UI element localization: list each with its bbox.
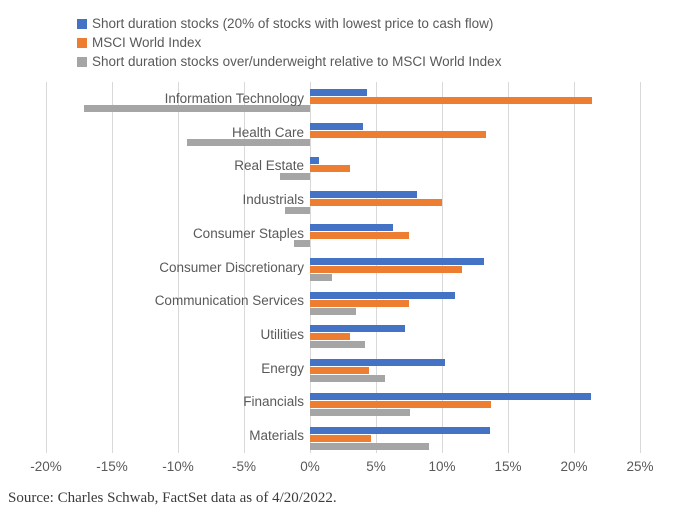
- bar-energy-series-0: [310, 359, 445, 367]
- x-axis-tick-label: 10%: [428, 459, 456, 474]
- legend-swatch-icon: [77, 18, 87, 29]
- bar-consumer-discretionary-series-2: [310, 274, 333, 281]
- category-label-industrials: Industrials: [242, 192, 304, 208]
- gridline-15pct: [508, 82, 509, 453]
- bar-industrials-series-1: [310, 198, 442, 206]
- legend-label-2: Short duration stocks over/underweight r…: [92, 54, 502, 69]
- x-axis-tick-label: -10%: [162, 459, 194, 474]
- bar-consumer-staples-series-2: [294, 240, 310, 248]
- source-text: Source: Charles Schwab, FactSet data as …: [8, 490, 337, 506]
- x-axis-tick-label: -5%: [231, 459, 257, 474]
- gridline--15pct: [112, 82, 113, 453]
- bar-energy-series-2: [310, 375, 386, 383]
- bar-health-care-series-1: [310, 131, 486, 139]
- x-axis-tick-label: 20%: [560, 459, 588, 474]
- bar-information-technology-series-0: [310, 89, 367, 97]
- bar-materials-series-0: [310, 426, 490, 434]
- legend-item-0: Short duration stocks (20% of stocks wit…: [77, 14, 501, 33]
- bar-information-technology-series-1: [310, 97, 593, 105]
- category-label-information-technology: Information Technology: [164, 90, 304, 106]
- legend: Short duration stocks (20% of stocks wit…: [77, 14, 501, 71]
- bar-energy-series-1: [310, 367, 370, 375]
- x-axis-tick-label: -15%: [96, 459, 128, 474]
- gridline-20pct: [574, 82, 575, 453]
- bar-communication-services-series-2: [310, 307, 357, 315]
- category-label-materials: Materials: [249, 428, 304, 444]
- bar-real-estate-series-0: [310, 156, 320, 164]
- legend-item-2: Short duration stocks over/underweight r…: [77, 52, 501, 71]
- bar-real-estate-series-2: [279, 172, 310, 180]
- bar-information-technology-series-2: [84, 105, 310, 113]
- bar-consumer-staples-series-0: [310, 224, 394, 232]
- category-label-financials: Financials: [243, 394, 304, 410]
- bar-utilities-series-2: [310, 341, 366, 349]
- x-axis-tick-label: 15%: [494, 459, 522, 474]
- gridline--10pct: [178, 82, 179, 453]
- category-label-energy: Energy: [261, 360, 304, 376]
- bar-financials-series-2: [310, 408, 411, 416]
- category-label-utilities: Utilities: [260, 326, 304, 342]
- gridline-25pct: [640, 82, 641, 453]
- legend-label-1: MSCI World Index: [92, 35, 202, 50]
- bar-communication-services-series-0: [310, 291, 456, 299]
- bar-materials-series-1: [310, 434, 371, 442]
- bar-materials-series-2: [310, 442, 429, 450]
- gridline--5pct: [244, 82, 245, 453]
- legend-swatch-icon: [77, 56, 87, 67]
- gridline--20pct: [46, 82, 47, 453]
- legend-item-1: MSCI World Index: [77, 33, 501, 52]
- category-label-consumer-staples: Consumer Staples: [192, 225, 304, 241]
- category-label-health-care: Health Care: [231, 124, 304, 140]
- bar-industrials-series-0: [310, 190, 417, 198]
- bar-health-care-series-2: [187, 139, 310, 147]
- legend-label-0: Short duration stocks (20% of stocks wit…: [92, 16, 494, 31]
- bar-utilities-series-0: [310, 325, 406, 333]
- x-axis-tick-label: 25%: [626, 459, 654, 474]
- bar-consumer-discretionary-series-0: [310, 258, 485, 265]
- bar-financials-series-0: [310, 392, 592, 400]
- x-axis-tick-label: -20%: [30, 459, 62, 474]
- x-axis-tick-label: 5%: [366, 459, 386, 474]
- category-label-real-estate: Real Estate: [234, 158, 304, 174]
- bar-consumer-staples-series-1: [310, 232, 409, 240]
- bar-financials-series-1: [310, 400, 491, 408]
- x-axis-tick-label: 0%: [300, 459, 320, 474]
- bar-real-estate-series-1: [310, 164, 350, 172]
- bar-consumer-discretionary-series-1: [310, 266, 462, 273]
- bar-health-care-series-0: [310, 123, 363, 131]
- legend-swatch-icon: [77, 37, 87, 48]
- bar-utilities-series-1: [310, 333, 350, 341]
- category-label-consumer-discretionary: Consumer Discretionary: [159, 259, 304, 275]
- bar-communication-services-series-1: [310, 299, 409, 307]
- category-label-communication-services: Communication Services: [154, 293, 304, 309]
- bar-industrials-series-2: [284, 206, 310, 214]
